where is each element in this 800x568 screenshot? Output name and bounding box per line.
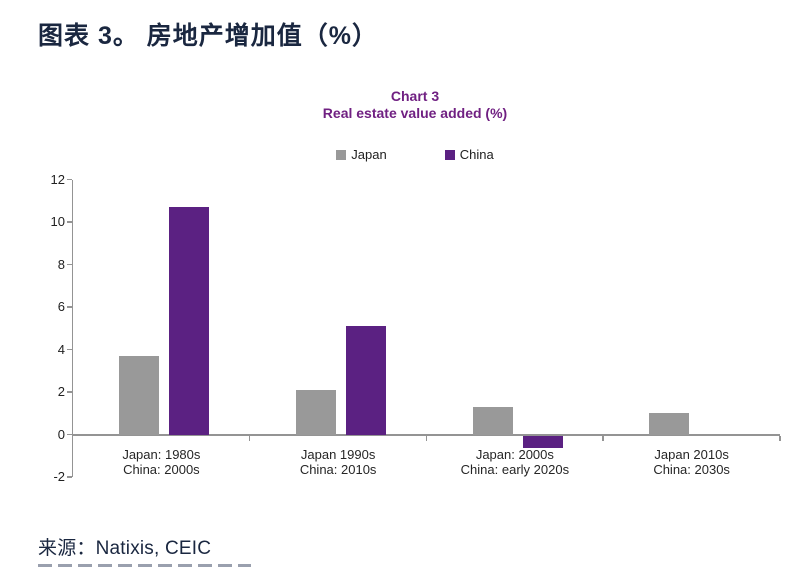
x-axis-zero-line (73, 433, 780, 436)
x-axis-category-label: Japan 1990s China: 2010s (228, 447, 448, 477)
bar-china-group2 (345, 326, 386, 435)
legend-label: Japan (351, 147, 387, 162)
y-axis-tick-label: 4 (57, 341, 65, 357)
bar-japan-group1 (119, 355, 159, 435)
y-axis-tick (67, 391, 72, 393)
y-axis-tick (67, 178, 72, 181)
x-axis-category-label: Japan: 1980s China: 2000s (51, 447, 271, 477)
y-axis-tick (67, 433, 72, 436)
y-axis-tick-label: 8 (57, 256, 65, 272)
legend-item-japan: Japan (336, 147, 387, 162)
bar-china-group1 (169, 207, 209, 435)
y-axis-tick (67, 306, 72, 308)
x-axis-category-line: China: 2030s (653, 462, 730, 477)
legend-swatch-icon (444, 149, 455, 160)
chart-title: Chart 3 (390, 88, 440, 104)
y-axis-tick-label: 12 (50, 171, 65, 187)
x-axis-category-line: Japan: 1980s (122, 447, 201, 462)
x-axis-category-line: China: 2010s (299, 462, 377, 477)
y-axis-tick (67, 348, 72, 351)
x-axis-category-line: China: early 2020s (460, 462, 570, 477)
x-axis-category-line: China: 2000s (123, 462, 200, 477)
page-title: 图表 3。 房地产增加值（%） (38, 22, 379, 50)
cutoff-content-remnant (38, 564, 251, 567)
legend-item-china: China (444, 147, 494, 162)
x-axis-boundary-tick (779, 435, 781, 441)
chart-header: Chart 3 Real estate value added (%) (30, 88, 800, 122)
source-attribution: 来源：Natixis, CEIC (38, 538, 212, 559)
bar-japan-group2 (295, 389, 336, 435)
x-axis-boundary-tick (425, 435, 427, 441)
x-axis-category-label: Japan: 2000s China: early 2020s (405, 447, 625, 477)
y-axis-tick (67, 221, 72, 223)
bar-china-group3 (522, 435, 563, 449)
x-axis-category-line: Japan: 2000s (475, 447, 554, 462)
legend-label: China (459, 147, 494, 162)
x-axis-boundary-tick (602, 435, 604, 441)
y-axis-tick (67, 263, 72, 266)
chart-subtitle: Real estate value added (%) (322, 105, 508, 121)
y-axis-line (71, 179, 73, 477)
x-axis-boundary-tick (248, 435, 251, 441)
y-axis-tick (67, 476, 72, 478)
y-axis-tick-label: 2 (57, 384, 65, 399)
legend-swatch-icon (336, 149, 347, 160)
y-axis-tick-label: 0 (57, 426, 65, 442)
x-axis-category-label: Japan 2010s China: 2030s (582, 447, 800, 477)
y-axis-tick-label: -2 (53, 469, 65, 484)
y-axis-tick-label: 10 (50, 214, 65, 229)
chart-legend: Japan China (30, 147, 800, 162)
bar-japan-group3 (472, 406, 513, 435)
y-axis-tick-label: 6 (57, 299, 65, 314)
bar-japan-group4 (649, 413, 690, 435)
x-axis-category-line: Japan 1990s (300, 447, 376, 462)
x-axis-category-line: Japan 2010s (654, 447, 729, 462)
